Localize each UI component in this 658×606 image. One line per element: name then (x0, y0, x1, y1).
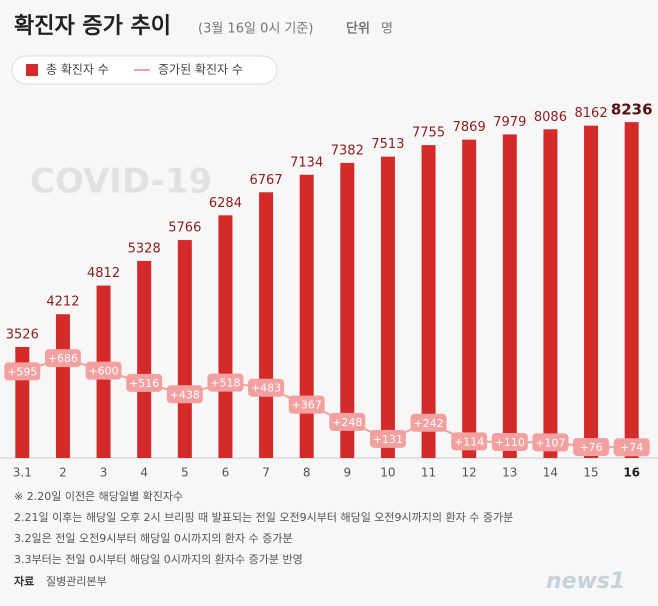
logo: news1 (546, 569, 625, 594)
x-tick-label: 11 (421, 466, 436, 480)
line-value-label: +242 (413, 417, 443, 430)
line-value-label: +110 (495, 436, 525, 449)
x-tick-label: 8 (303, 466, 311, 480)
bar-value-label: 6284 (209, 196, 242, 211)
line-label-bg (451, 432, 488, 451)
line (22, 357, 632, 449)
bar (299, 174, 314, 458)
bar-value-label: 7979 (493, 115, 526, 130)
line-label-bg (329, 412, 366, 431)
bar (55, 314, 70, 458)
line-label-bg (573, 437, 610, 456)
line-value-label: +131 (373, 433, 403, 446)
unit: 명 (381, 22, 393, 37)
x-tick-label: 5 (181, 466, 189, 480)
note: ※ 2.20일 이전은 해당일별 확진자수 (14, 489, 183, 503)
line-label-bg (44, 349, 81, 368)
line-label-bg (410, 413, 447, 432)
bar-value-label: 6767 (250, 173, 283, 188)
line-value-label: +686 (48, 352, 78, 365)
line-value-label: +483 (251, 382, 281, 395)
line-value-label: +516 (129, 377, 159, 390)
x-tick-label: 15 (583, 466, 598, 480)
line-label-bg (613, 438, 650, 457)
chart-title: 확진자 증가 추이 (14, 14, 171, 39)
watermark: COVID-19 (30, 162, 212, 202)
line-label-bg (369, 429, 406, 448)
line-label-bg (288, 395, 325, 414)
line-value-label: +74 (620, 441, 643, 454)
line-label-bg (207, 373, 244, 392)
line-value-label: +600 (88, 365, 118, 378)
line-value-label: +114 (454, 435, 484, 448)
x-tick-label: 12 (462, 466, 477, 480)
bar-value-label: 7134 (290, 155, 323, 170)
bar (218, 215, 233, 458)
bar (462, 139, 477, 459)
line-label-bg (85, 361, 122, 380)
bar (421, 145, 436, 458)
line-label-bg (166, 385, 203, 404)
line-value-label: +107 (535, 436, 565, 449)
line-value-label: +367 (292, 399, 322, 412)
bar (584, 125, 599, 458)
bar-value-label: 8236 (611, 101, 653, 119)
bar (259, 192, 274, 458)
legend-swatch-bar (26, 64, 38, 76)
x-tick-label: 7 (262, 466, 270, 480)
bar (543, 129, 558, 458)
x-tick-label: 3 (100, 466, 108, 480)
x-tick-label: 6 (222, 466, 230, 480)
line-label-bg (248, 378, 285, 397)
bar-value-label: 7755 (412, 126, 445, 141)
source-label: 자료 (14, 574, 34, 588)
x-tick-label: 9 (343, 466, 351, 480)
line-label-bg (126, 373, 163, 392)
bar-value-label: 7869 (453, 120, 486, 135)
bar (380, 156, 395, 458)
bar-value-label: 7382 (331, 143, 364, 158)
line-label-bg (4, 362, 41, 381)
bar-value-label: 7513 (371, 137, 404, 152)
bar-value-label: 4212 (46, 295, 79, 310)
legend-label: 증가된 확진자 수 (158, 63, 243, 77)
line-value-label: +248 (332, 416, 362, 429)
line-value-label: +76 (579, 441, 602, 454)
unit-label: 단위 (346, 21, 370, 37)
source: 질병관리본부 (46, 575, 107, 588)
line-label-bg (532, 433, 569, 452)
bar (137, 260, 152, 458)
note: 2.21일 이후는 해당일 오후 2시 브리핑 때 발표되는 전일 오전9시부터… (14, 510, 513, 524)
note: 3.3부터는 전일 0시부터 해당일 0시까지의 환자수 증가분 반영 (14, 552, 303, 566)
bar (177, 240, 192, 458)
note: 3.2일은 전일 오전9시부터 해당일 0시까지의 환자 수 증가분 (14, 531, 293, 545)
x-tick-label: 3.1 (13, 466, 32, 480)
line-label-bg (491, 432, 528, 451)
bar (502, 134, 517, 459)
x-tick-label: 13 (502, 466, 517, 480)
subtitle: (3월 16일 0시 기준) (198, 22, 313, 37)
x-tick-label: 2 (59, 466, 67, 480)
legend-label: 총 확진자 수 (46, 63, 109, 77)
x-tick-label: 10 (380, 466, 395, 480)
bar-value-label: 3526 (6, 327, 39, 342)
bar (624, 122, 639, 459)
bar-value-label: 8162 (575, 106, 608, 121)
line-value-label: +518 (210, 377, 240, 390)
bar-value-label: 5328 (128, 241, 161, 256)
line-value-label: +438 (170, 388, 200, 401)
x-tick-label: 16 (623, 466, 640, 480)
line-value-label: +595 (7, 365, 37, 378)
bar-value-label: 5766 (168, 221, 201, 236)
bar-value-label: 8086 (534, 110, 567, 125)
bar-value-label: 4812 (87, 266, 120, 281)
x-tick-label: 14 (543, 466, 558, 480)
x-tick-label: 4 (140, 466, 148, 480)
bar (340, 162, 355, 458)
